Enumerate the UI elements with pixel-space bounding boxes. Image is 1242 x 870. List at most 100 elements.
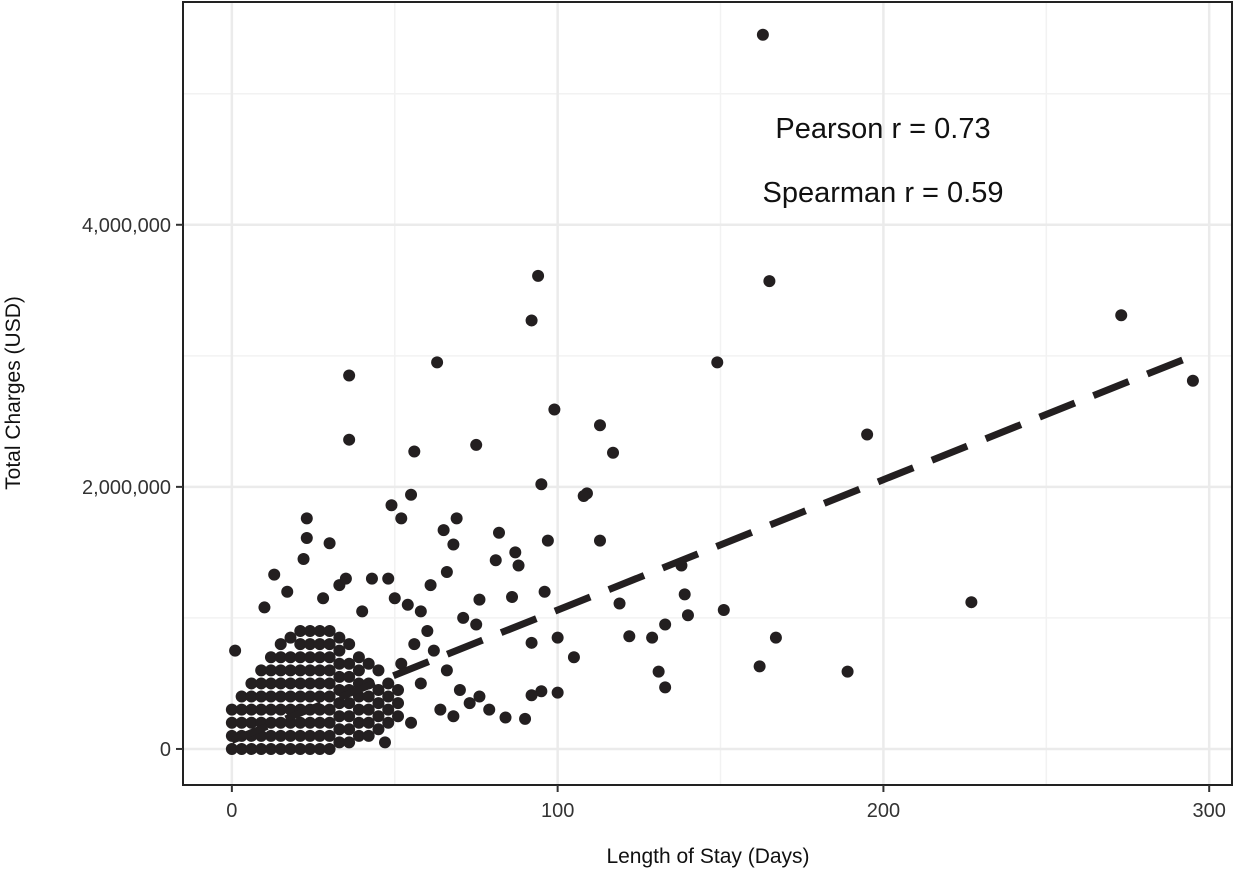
data-point [333,657,346,670]
data-point [304,651,317,664]
data-point [362,729,375,742]
data-point [274,690,287,703]
data-point [405,716,418,729]
data-point [362,703,375,716]
data-point [274,742,287,755]
data-point [489,554,502,567]
data-point [343,433,356,446]
data-point [392,710,405,723]
data-point [313,651,326,664]
data-point [313,716,326,729]
data-point [473,690,486,703]
data-point [343,736,356,749]
data-point [323,651,336,664]
data-point [392,683,405,696]
data-point [294,638,307,651]
data-point [551,686,564,699]
x-tick-label: 0 [226,800,237,822]
data-point [225,703,238,716]
data-point [323,625,336,638]
data-point [264,703,277,716]
data-point [593,419,606,432]
data-point [274,664,287,677]
data-point [352,664,365,677]
data-point [509,546,522,559]
data-point [323,742,336,755]
data-point [382,572,395,585]
data-point [525,689,538,702]
data-point [235,742,248,755]
data-point [313,638,326,651]
data-point [525,314,538,327]
y-axis-title: Total Charges (USD) [2,296,25,490]
data-point [245,742,258,755]
data-point [304,716,317,729]
data-point [362,657,375,670]
data-point [352,716,365,729]
data-point [255,690,268,703]
data-point [711,356,724,369]
data-point [313,677,326,690]
data-point [382,703,395,716]
data-point [551,631,564,644]
data-point [225,716,238,729]
data-point [567,651,580,664]
data-point [512,559,525,572]
data-point [264,690,277,703]
data-point [323,677,336,690]
data-point [274,729,287,742]
data-point [678,588,691,601]
data-point [659,618,672,631]
data-point [274,716,287,729]
data-point [333,631,346,644]
data-point [1186,374,1199,387]
data-point [304,677,317,690]
data-point [401,598,414,611]
data-point [437,524,450,537]
gridlines [183,2,1232,785]
data-point [313,742,326,755]
data-point [421,625,434,638]
x-axis: 0 100 200 300 [226,785,1226,822]
data-point [356,605,369,618]
data-point [607,446,620,459]
data-point [453,683,466,696]
data-point [245,677,258,690]
data-point [323,703,336,716]
data-point [372,710,385,723]
data-point [264,729,277,742]
data-point [343,657,356,670]
data-point [333,697,346,710]
data-point [382,677,395,690]
data-point [365,572,378,585]
data-point [323,729,336,742]
data-point [535,478,548,491]
y-tick-label: 0 [160,739,171,761]
data-point [297,552,310,565]
data-point [483,703,496,716]
data-point [434,703,447,716]
data-point [294,716,307,729]
data-point [431,356,444,369]
data-point [408,445,421,458]
data-point [264,716,277,729]
data-point [493,526,506,539]
data-point [470,438,483,451]
data-point [548,403,561,416]
data-point [245,690,258,703]
data-point [255,703,268,716]
data-point [255,677,268,690]
data-point [414,677,427,690]
data-point [333,736,346,749]
data-point [300,531,313,544]
data-point [225,742,238,755]
data-point [323,638,336,651]
data-point [378,736,391,749]
data-point [294,690,307,703]
data-point [385,499,398,512]
data-point [284,664,297,677]
data-point [284,631,297,644]
data-point [519,712,532,725]
data-point [343,638,356,651]
y-tick-label: 4,000,000 [82,215,171,237]
